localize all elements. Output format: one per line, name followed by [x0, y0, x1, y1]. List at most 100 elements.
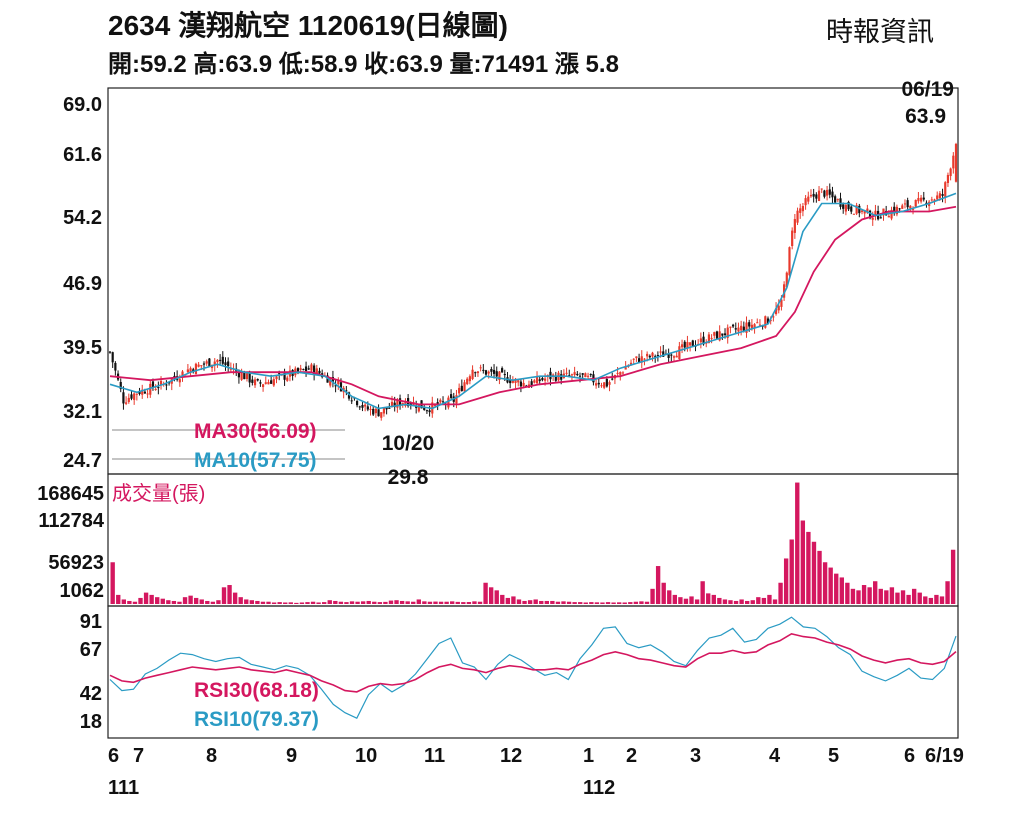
candle-body — [471, 369, 474, 380]
candle-body — [777, 305, 780, 311]
volume-bar — [360, 601, 366, 604]
candle-body — [396, 400, 399, 408]
candle-body — [449, 394, 453, 398]
candle-body — [791, 230, 794, 247]
rsi-ytick: 42 — [80, 683, 102, 705]
volume-bar — [572, 602, 577, 604]
year-label: 112 — [583, 777, 615, 799]
candle-body — [390, 401, 394, 407]
volume-bar — [416, 599, 421, 604]
candle-body — [141, 389, 144, 395]
volume-bar — [405, 601, 410, 604]
candle-body — [911, 208, 915, 210]
volume-bar — [155, 597, 160, 604]
volume-bar — [800, 520, 806, 604]
volume-bar — [388, 600, 394, 604]
candle-body — [127, 397, 130, 403]
candle-body — [570, 374, 574, 376]
moving-average-series — [109, 192, 957, 410]
volume-bar — [288, 602, 293, 604]
volume-bar — [555, 601, 561, 604]
candle-body — [189, 368, 192, 373]
candle-body — [783, 284, 786, 298]
xaxis-label: 9 — [286, 745, 297, 767]
candle-body — [216, 359, 219, 363]
xaxis-label: 5 — [828, 745, 839, 767]
volume-bar — [767, 594, 772, 604]
candle-body — [624, 367, 627, 370]
candle-body — [807, 196, 810, 202]
candle-body — [828, 189, 831, 195]
volume-bar — [650, 588, 655, 604]
candle-body — [151, 381, 155, 389]
volume-bar — [427, 601, 433, 604]
volume-bar — [232, 592, 238, 604]
candle-body — [887, 216, 890, 218]
candle-body — [600, 385, 603, 387]
candle-body — [597, 382, 600, 385]
candle-body — [543, 378, 547, 381]
candle-body — [538, 379, 541, 382]
candle-body — [224, 362, 227, 366]
candle-body — [836, 199, 839, 201]
rsi-ytick: 67 — [80, 639, 102, 661]
candle-body — [710, 337, 713, 339]
volume-bar — [483, 582, 488, 604]
candle-body — [219, 359, 222, 361]
candle-body — [729, 326, 732, 328]
candle-body — [801, 206, 805, 212]
volume-bar — [895, 592, 900, 604]
candle-body — [898, 208, 901, 210]
candle-body — [372, 408, 375, 415]
candle-body — [611, 378, 614, 380]
candle-body — [337, 380, 340, 385]
volume-bar — [706, 593, 711, 604]
candle-body — [573, 372, 576, 375]
volume-bar — [867, 587, 872, 604]
volume-bar — [171, 600, 177, 604]
ma10-legend: MA10(57.75) — [194, 449, 317, 472]
candle-body — [686, 342, 689, 349]
ma30-line — [109, 205, 957, 406]
candle-body — [756, 322, 759, 324]
volume-ytick: 168645 — [37, 483, 104, 505]
volume-bar — [277, 602, 282, 604]
volume-bar — [149, 594, 154, 604]
volume-bar — [205, 600, 210, 604]
candle-body — [901, 205, 904, 209]
candle-body — [670, 354, 673, 356]
volume-bar — [906, 594, 911, 604]
volume-bar — [516, 599, 522, 604]
candle-body — [476, 371, 480, 374]
candle-body — [718, 331, 721, 341]
candle-body — [635, 356, 638, 359]
candle-body — [823, 190, 826, 197]
volume-bar — [355, 601, 360, 604]
candle-body — [490, 369, 493, 372]
candle-body — [632, 358, 635, 360]
candle-body — [772, 316, 775, 318]
candle-body — [866, 208, 869, 213]
volume-bar — [934, 594, 939, 604]
candle-body — [130, 394, 133, 399]
rsi10-line — [109, 616, 957, 719]
volume-bar — [811, 541, 817, 604]
candle-body — [122, 392, 125, 404]
volume-bar — [795, 482, 800, 604]
volume-bar — [873, 581, 878, 604]
candlestick-series — [108, 142, 958, 421]
price-ytick: 69.0 — [63, 94, 102, 116]
volume-bar — [221, 587, 227, 604]
volume-bar — [533, 599, 538, 604]
candle-body — [909, 205, 912, 209]
volume-bar — [132, 601, 138, 604]
candle-body — [229, 368, 232, 370]
volume-title: 成交量(張) — [112, 482, 205, 505]
candle-body — [125, 402, 128, 404]
candle-body — [501, 368, 504, 373]
volume-bar — [845, 582, 850, 604]
volume-bar — [917, 592, 922, 604]
candle-body — [842, 204, 845, 209]
volume-bar — [450, 601, 455, 604]
candle-body — [409, 402, 412, 405]
